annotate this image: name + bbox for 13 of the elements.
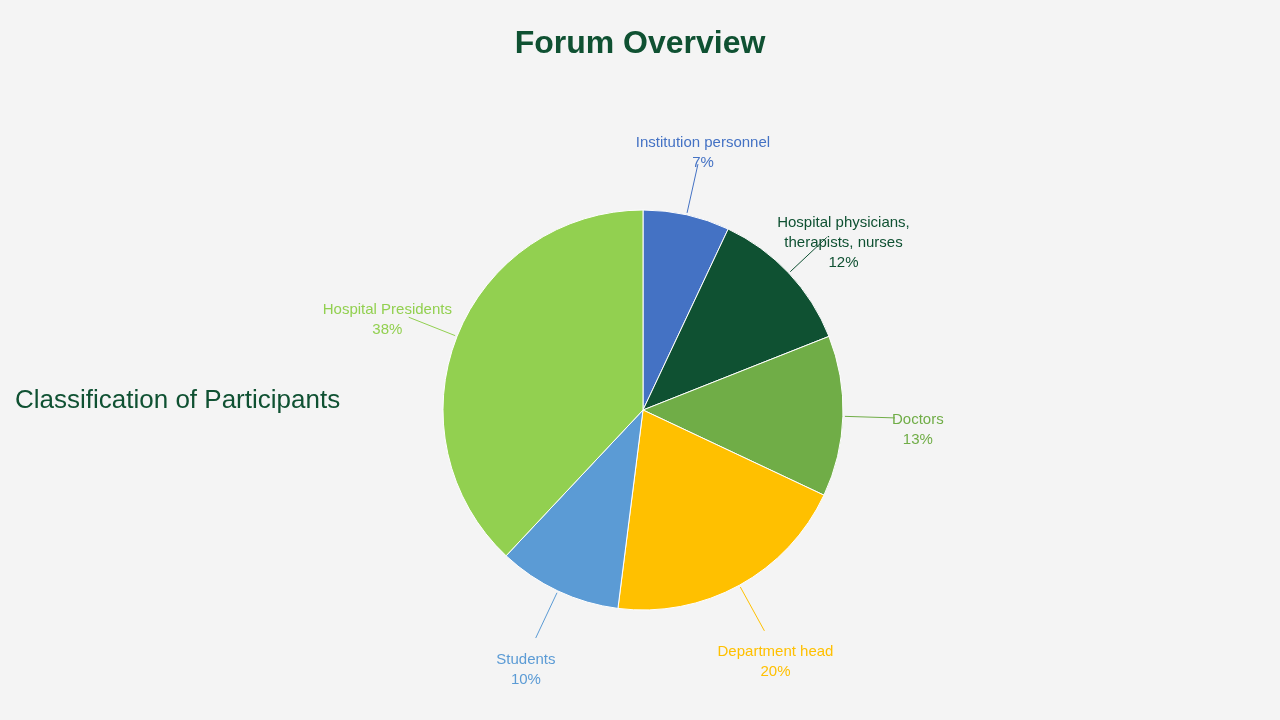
data-label: 20% [760, 661, 791, 679]
data-label: 13% [902, 429, 933, 447]
data-label: 7% [692, 152, 714, 170]
slice-label: Institution personnel [635, 132, 771, 150]
data-label: 12% [828, 252, 859, 270]
slice-label: Doctors [892, 409, 944, 427]
slice-label: Department head [717, 641, 834, 659]
slice-label: Hospital Presidents [322, 299, 452, 317]
data-label: 38% [372, 319, 403, 337]
chart-title: Forum Overview [514, 24, 766, 60]
slice-label: Students [496, 649, 556, 667]
text: Classification of Participants [15, 384, 341, 414]
data-label: 10% [510, 669, 541, 687]
